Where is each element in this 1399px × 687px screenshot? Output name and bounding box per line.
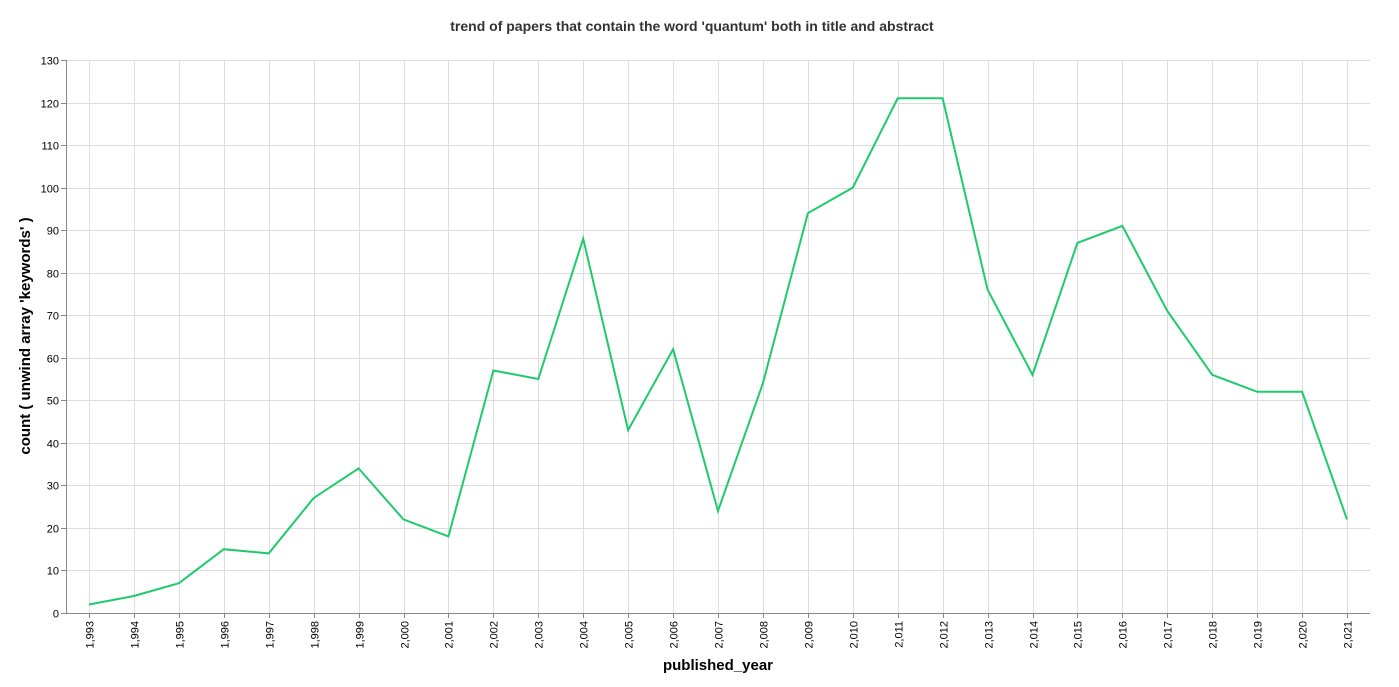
y-tick-label: 120 — [41, 99, 59, 111]
x-tick-label: 2,018 — [1208, 621, 1220, 649]
x-tick-label: 1,996 — [220, 621, 232, 649]
y-tick-label: 10 — [47, 566, 59, 578]
y-tick-label: 90 — [47, 226, 59, 238]
x-tick-label: 2,008 — [759, 621, 771, 649]
x-tick-label: 1,997 — [265, 621, 277, 649]
series-layer — [88, 97, 1348, 606]
x-tick-label: 2,012 — [939, 621, 951, 649]
y-tick-label: 30 — [47, 481, 59, 493]
x-tick-label: 2,017 — [1163, 621, 1175, 649]
grid-lines — [66, 60, 1370, 614]
x-tick-label: 1,993 — [85, 621, 97, 649]
y-tick-label: 0 — [53, 609, 59, 621]
x-tick-label: 2,002 — [489, 621, 501, 649]
x-tick-label: 2,014 — [1029, 621, 1041, 649]
axes: 0 10 20 30 40 50 60 70 80 90 100 110 120 130 1,993 1,99… — [41, 56, 1370, 649]
y-tick-label: 110 — [41, 141, 59, 153]
x-tick-label: 2,021 — [1343, 621, 1355, 649]
y-tick-label: 80 — [47, 269, 59, 281]
x-tick-label: 2,006 — [669, 621, 681, 649]
x-tick-label: 2,007 — [714, 621, 726, 649]
y-tick-label: 60 — [47, 354, 59, 366]
x-axis-title: published_year — [663, 657, 773, 674]
x-tick-label: 2,019 — [1253, 621, 1265, 649]
x-tick-label: 2,005 — [624, 621, 636, 649]
x-tick-label: 2,016 — [1118, 621, 1130, 649]
x-tick-label: 1,999 — [355, 621, 367, 649]
x-tick-label: 1,994 — [130, 621, 142, 649]
x-tick-label: 2,000 — [400, 621, 412, 649]
y-tick-label: 100 — [41, 184, 59, 196]
x-tick-label: 2,015 — [1073, 621, 1085, 649]
y-tick-label: 40 — [47, 439, 59, 451]
x-tick-label: 2,013 — [984, 621, 996, 649]
y-axis-title: count ( unwind array 'keywords' ) — [17, 217, 34, 454]
chart-title: trend of papers that contain the word 'q… — [450, 18, 934, 34]
y-tick-label: 130 — [41, 56, 59, 68]
x-tick-label: 2,009 — [804, 621, 816, 649]
x-tick-label: 2,020 — [1298, 621, 1310, 649]
x-tick-label: 2,004 — [579, 621, 591, 649]
y-tick-label: 50 — [47, 396, 59, 408]
x-tick-label: 2,001 — [444, 621, 456, 649]
y-tick-label: 70 — [47, 311, 59, 323]
x-tick-label: 1,998 — [310, 621, 322, 649]
x-tick-label: 1,995 — [175, 621, 187, 649]
x-tick-label: 2,010 — [849, 621, 861, 649]
x-tick-label: 2,011 — [894, 621, 906, 648]
x-tick-label: 2,003 — [534, 621, 546, 649]
series-line — [88, 97, 1348, 606]
y-tick-label: 20 — [47, 524, 59, 536]
